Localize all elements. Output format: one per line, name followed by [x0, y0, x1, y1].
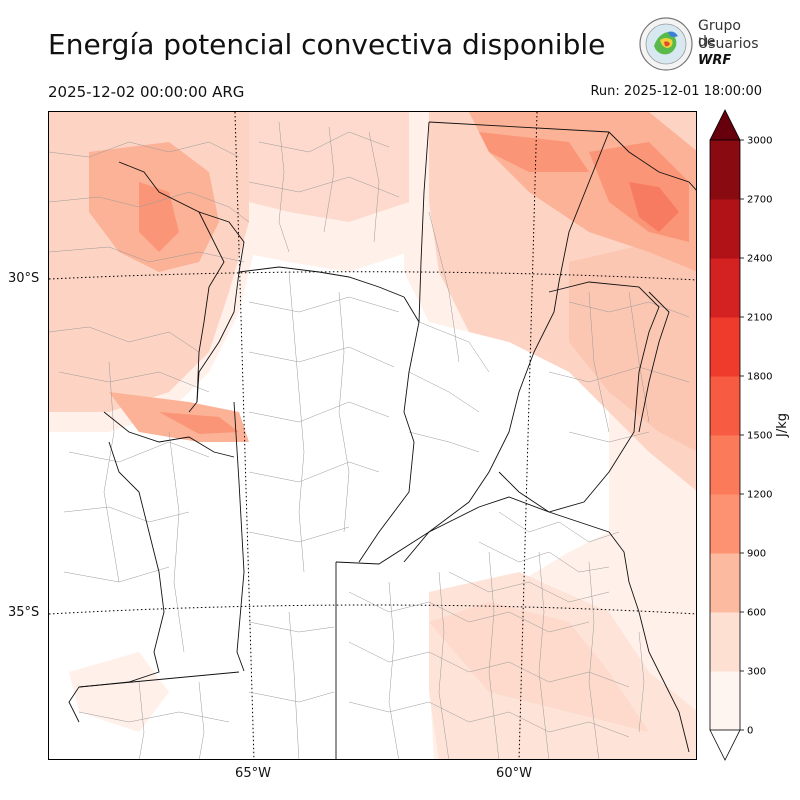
meridian-65w: [234, 112, 255, 759]
boundary-la-pampa: [78, 671, 240, 688]
colorbar-tick-label: 2700: [747, 195, 772, 206]
lon-label-60w: 60°W: [496, 766, 532, 781]
boundary-cordoba-north: [238, 266, 405, 298]
boundary-cordoba-west: [196, 271, 240, 403]
department-boundaries: [49, 121, 690, 759]
colorbar-segment: [710, 258, 740, 318]
province-boundaries: [68, 121, 696, 759]
graticule: [49, 112, 696, 759]
colorbar-segment: [710, 140, 740, 200]
boundary-coast: [608, 531, 690, 753]
boundary-catamarca-larioja: [118, 161, 225, 413]
colorbar-segment: [710, 435, 740, 495]
colorbar-tick-label: 600: [747, 608, 766, 619]
colorbar-segment: [710, 376, 740, 436]
colorbar-tick-label: 0: [747, 726, 753, 737]
colorbar-tick-label: 2400: [747, 254, 772, 265]
colorbar-tick-label: 900: [747, 549, 766, 560]
lon-label-65w: 65°W: [235, 766, 271, 781]
colorbar-tick-label: 1800: [747, 372, 772, 383]
boundary-corrientes: [608, 131, 696, 191]
cape-band-300-600-east: [569, 232, 696, 451]
logo-text-line3: WRF: [698, 53, 732, 68]
cape-band-300-600-south: [429, 602, 649, 732]
cape-map: [48, 111, 697, 760]
lat-label-35s: 35°S: [8, 605, 40, 620]
boundary-entre-rios: [498, 281, 660, 513]
boundary-uruguay-river: [638, 291, 670, 433]
colorbar-segment: [710, 317, 740, 377]
boundary-santa-fe-west: [418, 121, 430, 323]
lat-label-30s: 30°S: [8, 271, 40, 286]
logo-text-line2: Usuarios: [698, 36, 759, 52]
map-title: Energía potencial convectiva disponible: [48, 28, 606, 61]
colorbar-tick-label: 300: [747, 667, 766, 678]
cape-band-900-1200-nw: [139, 182, 179, 252]
boundary-mendoza: [68, 441, 165, 723]
parallel-30s: [49, 271, 696, 281]
globe-seal-icon: [639, 17, 693, 71]
boundary-cordoba-east: [358, 296, 420, 563]
colorbar-segment: [710, 612, 740, 672]
colorbar-segment: [710, 671, 740, 731]
colorbar-segment: [710, 553, 740, 613]
colorbar-segment: [710, 199, 740, 259]
boundary-cordoba-south: [233, 401, 245, 672]
grupo-usuarios-wrf-logo: Grupo de Usuarios WRF: [638, 14, 759, 72]
cape-band-900-1200-north: [479, 132, 589, 172]
colorbar-tick-label: 3000: [747, 136, 772, 147]
cape-band-0-300-south: [69, 652, 169, 732]
colorbar-svg: 0 300 600 900 1200 1500 1800 2100 2400 2700 3000: [709, 109, 772, 761]
boundary-santa-fe-north: [428, 121, 610, 133]
boundary-buenos-aires-north: [335, 496, 610, 565]
cape-band-900-1200-sw: [159, 412, 239, 434]
colorbar-tick-label: 2100: [747, 313, 772, 324]
colorbar-under-arrow: [709, 729, 741, 761]
cape-map-svg: [49, 112, 696, 759]
run-time: Run: 2025-12-01 18:00:00: [590, 84, 762, 99]
colorbar-over-arrow: [709, 109, 741, 141]
meridian-60w: [518, 112, 538, 759]
cape-band-1200-1500-ne: [629, 182, 679, 232]
logo-text-line1: Grupo de: [698, 18, 741, 50]
boundary-tucuman-santiago: [198, 211, 245, 273]
boundary-san-luis: [103, 411, 235, 458]
colorbar: 0 300 600 900 1200 1500 1800 2100 2400 2700 3000: [705, 108, 795, 768]
colorbar-segment: [710, 494, 740, 554]
colorbar-tick-label: 1200: [747, 490, 772, 501]
colorbar-unit-label: J/kg: [775, 413, 790, 437]
boundary-santa-fe-east: [403, 131, 610, 563]
colorbar-tick-label: 1500: [747, 431, 772, 442]
cape-shading: [49, 112, 696, 759]
valid-time: 2025-12-02 00:00:00 ARG: [48, 83, 245, 101]
parallel-35s: [49, 604, 696, 615]
